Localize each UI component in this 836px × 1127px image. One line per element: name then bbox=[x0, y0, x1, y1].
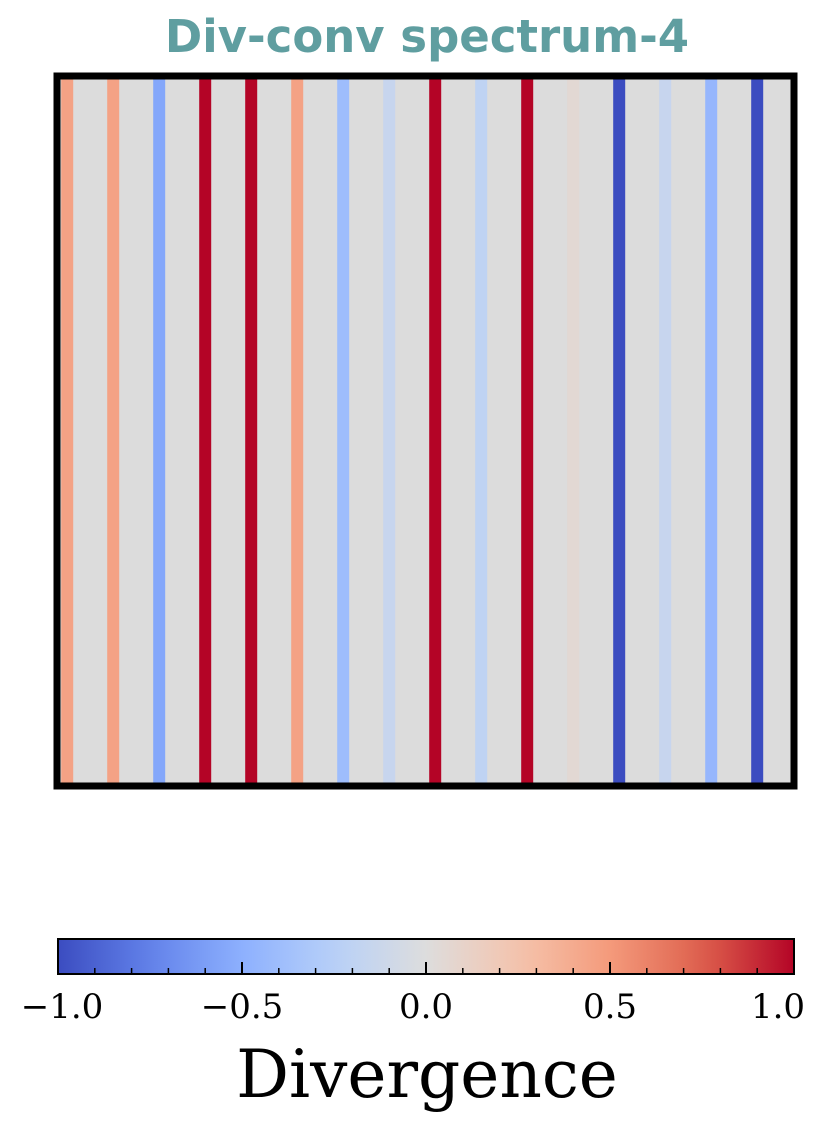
spectrum-line-7 bbox=[337, 79, 350, 783]
spectrum-line-2 bbox=[107, 79, 120, 783]
colorbar-tick-label: −1.0 bbox=[21, 987, 104, 1027]
spectrum-line-16 bbox=[751, 79, 764, 783]
colorbar-tick-label: 1.0 bbox=[751, 987, 805, 1027]
colorbar-tick-labels: −1.0 −0.5 0.0 0.5 1.0 bbox=[21, 987, 805, 1027]
spectrum-line-10 bbox=[475, 79, 488, 783]
spectrum-line-8 bbox=[383, 79, 396, 783]
chart-title: Div-conv spectrum-4 bbox=[165, 10, 689, 63]
spectrum-line-5 bbox=[245, 79, 258, 783]
spectrum-line-6 bbox=[291, 79, 304, 783]
spectrum-line-9 bbox=[429, 79, 442, 783]
spectrum-lines bbox=[61, 79, 764, 783]
spectrum-line-12 bbox=[567, 79, 580, 783]
colorbar-label: Divergence bbox=[236, 1036, 618, 1113]
colorbar: −1.0 −0.5 0.0 0.5 1.0 Divergence bbox=[21, 938, 805, 1113]
plot-frame bbox=[53, 72, 798, 790]
colorbar-tick-label: −0.5 bbox=[201, 987, 284, 1027]
spectrum-line-1 bbox=[61, 79, 74, 783]
plot-background bbox=[57, 76, 794, 786]
spectrum-line-4 bbox=[199, 79, 212, 783]
colorbar-frame bbox=[57, 938, 795, 975]
spectrum-line-14 bbox=[659, 79, 672, 783]
spectrum-line-15 bbox=[705, 79, 718, 783]
spectrum-line-13 bbox=[613, 79, 626, 783]
colorbar-tick-label: 0.0 bbox=[399, 987, 453, 1027]
plot-area bbox=[53, 72, 798, 790]
colorbar-tick-label: 0.5 bbox=[583, 987, 637, 1027]
spectrum-line-3 bbox=[153, 79, 166, 783]
spectrum-line-11 bbox=[521, 79, 534, 783]
